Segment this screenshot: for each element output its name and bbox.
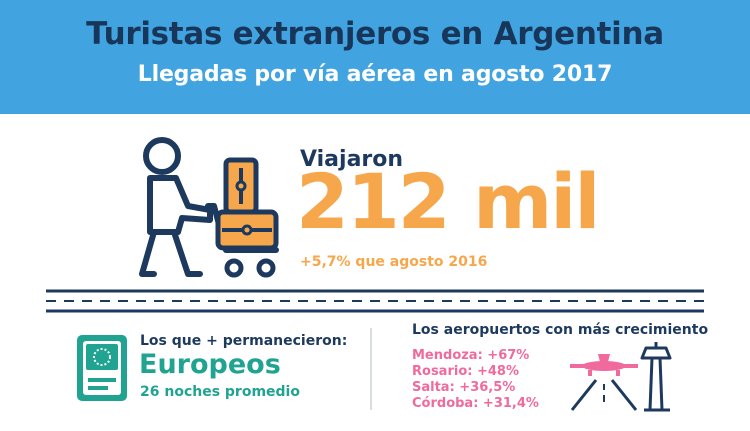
travelers-change: +5,7% que agosto 2016 [300, 254, 488, 270]
traveler-with-luggage-cart-icon [139, 137, 279, 278]
airport-item: Mendoza: +67% [412, 348, 530, 363]
longest-stay-value: Europeos [139, 349, 281, 380]
longest-stay-detail: 26 noches promedio [140, 384, 300, 400]
travelers-count: 212 mil [296, 157, 600, 246]
airports-title: Los aeropuertos con más crecimiento [412, 322, 709, 338]
airport-item: Córdoba: +31,4% [412, 396, 539, 411]
passport-icon [77, 335, 127, 401]
header-banner: Turistas extranjeros en Argentina Llegad… [0, 0, 750, 114]
airport-plane-tower-icon [570, 342, 672, 412]
airport-item: Salta: +36,5% [412, 380, 516, 395]
travelers-label: Viajaron [300, 147, 404, 172]
airport-item: Rosario: +48% [412, 364, 519, 379]
airports-list: Mendoza: +67% Rosario: +48% Salta: +36,5… [412, 348, 539, 412]
longest-stay-title: Los que + permanecieron: [140, 333, 348, 349]
road-divider [46, 289, 704, 313]
page-subtitle: Llegadas por vía aérea en agosto 2017 [137, 62, 613, 87]
page-title: Turistas extranjeros en Argentina [86, 16, 664, 52]
section-divider [370, 328, 372, 410]
